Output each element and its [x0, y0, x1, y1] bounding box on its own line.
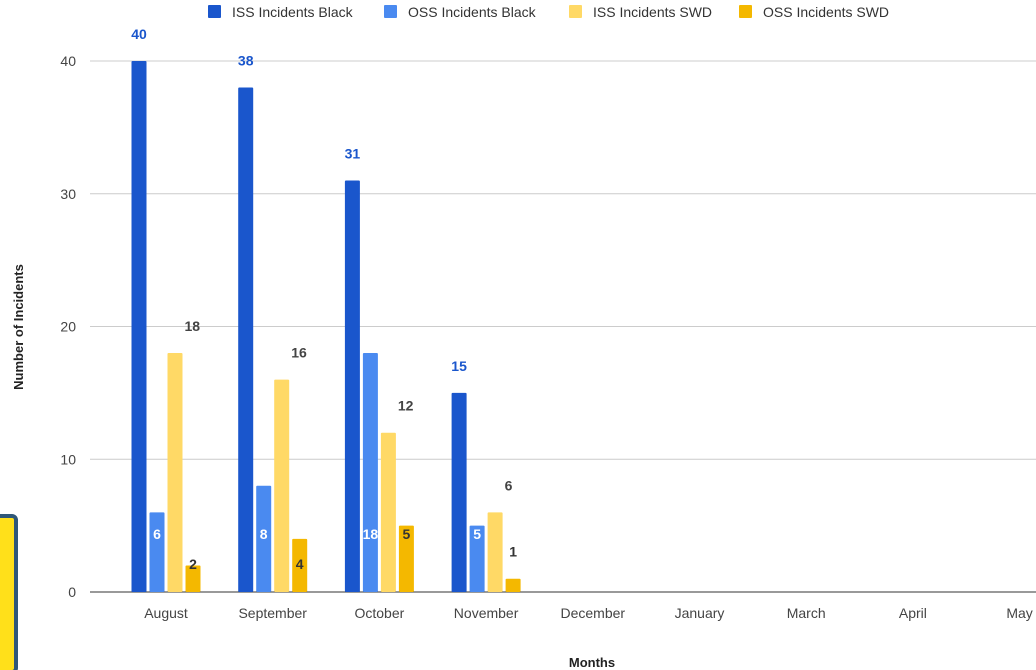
data-label: 5	[403, 526, 411, 542]
data-label: 40	[131, 26, 147, 42]
data-label: 38	[238, 53, 254, 69]
y-tick-label: 40	[60, 53, 76, 69]
bar	[274, 379, 290, 592]
bar	[238, 87, 254, 593]
legend: ISS Incidents Black OSS Incidents Black IS…	[208, 4, 889, 20]
x-tick-label: April	[899, 605, 927, 621]
x-tick-label: December	[561, 605, 626, 621]
bar	[469, 525, 485, 592]
legend-label: OSS Incidents SWD	[763, 4, 889, 20]
bar	[149, 512, 165, 592]
y-tick-label: 20	[60, 319, 76, 335]
x-tick-label: September	[238, 605, 307, 621]
gridlines	[90, 60, 1036, 593]
bar	[398, 525, 414, 592]
data-label: 15	[451, 358, 467, 374]
x-tick-label: August	[144, 605, 188, 621]
y-axis-title: Number of Incidents	[11, 264, 26, 390]
decorative-side-panel	[0, 514, 18, 670]
legend-swatch	[208, 5, 221, 18]
legend-swatch	[739, 5, 752, 18]
x-tick-label: May	[1006, 605, 1032, 621]
x-tick-label: October	[354, 605, 404, 621]
data-labels: 40 6 18 2 38 8 16 4 31 18 12 5 15 5 6 1	[131, 26, 517, 572]
bar	[487, 512, 503, 592]
bar	[131, 61, 147, 592]
bar	[256, 485, 272, 592]
data-label: 18	[185, 318, 201, 334]
data-label: 18	[363, 526, 379, 542]
bar	[344, 180, 360, 592]
legend-swatch	[384, 5, 397, 18]
data-label: 2	[189, 556, 197, 572]
data-label: 12	[398, 398, 414, 414]
bar	[451, 392, 467, 592]
y-tick-label: 30	[60, 186, 76, 202]
bar	[380, 432, 396, 592]
y-axis-ticks: 0 10 20 30 40	[60, 53, 76, 600]
bar	[505, 578, 521, 592]
legend-label: OSS Incidents Black	[408, 4, 537, 20]
legend-label: ISS Incidents Black	[232, 4, 354, 20]
x-tick-label: November	[454, 605, 519, 621]
data-label: 5	[473, 526, 481, 542]
bar	[167, 353, 183, 592]
data-label: 6	[505, 477, 513, 493]
data-label: 4	[296, 556, 304, 572]
legend-label: ISS Incidents SWD	[593, 4, 712, 20]
x-tick-label: March	[787, 605, 826, 621]
bar	[185, 565, 201, 592]
x-axis-ticks: August September October November December Ja…	[144, 605, 1033, 621]
data-label: 6	[153, 526, 161, 542]
bar	[292, 538, 308, 592]
bar	[362, 353, 378, 592]
data-label: 1	[509, 544, 517, 560]
data-label: 8	[260, 526, 268, 542]
x-tick-label: January	[675, 605, 725, 621]
bars	[131, 61, 521, 593]
y-tick-label: 0	[68, 584, 76, 600]
x-axis-title: Months	[569, 655, 615, 670]
data-label: 16	[291, 345, 307, 361]
legend-swatch	[569, 5, 582, 18]
y-tick-label: 10	[60, 451, 76, 467]
data-label: 31	[345, 145, 361, 161]
